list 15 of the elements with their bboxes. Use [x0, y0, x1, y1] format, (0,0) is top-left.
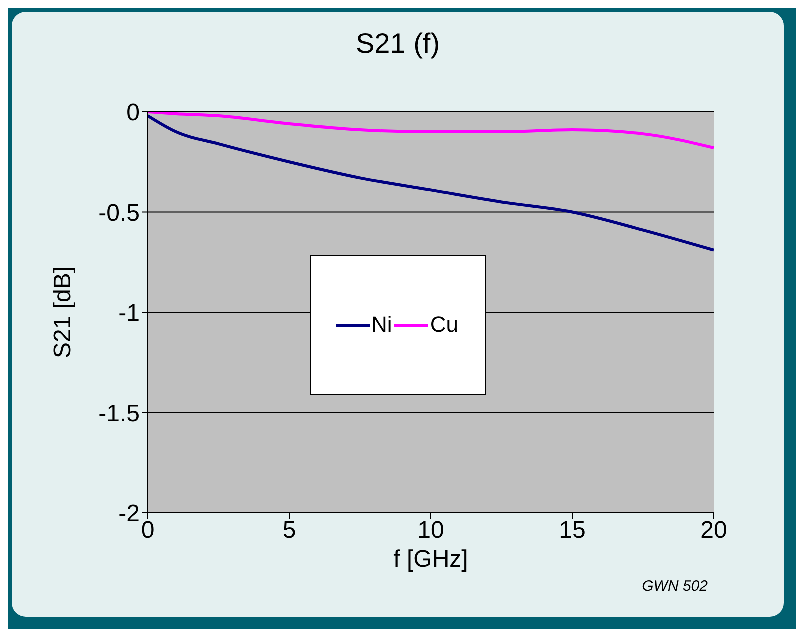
x-tick-label: 15: [559, 517, 586, 544]
y-axis-title: S21 [dB]: [50, 266, 77, 359]
y-tick-label: -2: [118, 500, 140, 528]
x-tick-label: 20: [700, 517, 728, 544]
legend-label: Ni: [372, 312, 392, 338]
text: GWN 502: [642, 578, 708, 595]
y-tick-label: -1: [118, 300, 140, 328]
y-tick-label: -0.5: [98, 200, 140, 227]
y-tick-label: 0: [126, 100, 140, 127]
x-axis-title: f [GHz]: [394, 546, 468, 573]
chart-title: S21 (f): [354, 28, 442, 60]
legend-label: Cu: [430, 312, 458, 338]
x-tick-label: 10: [418, 517, 444, 544]
y-tick-label: -1.5: [98, 400, 140, 428]
x-tick-label: 5: [282, 517, 296, 544]
